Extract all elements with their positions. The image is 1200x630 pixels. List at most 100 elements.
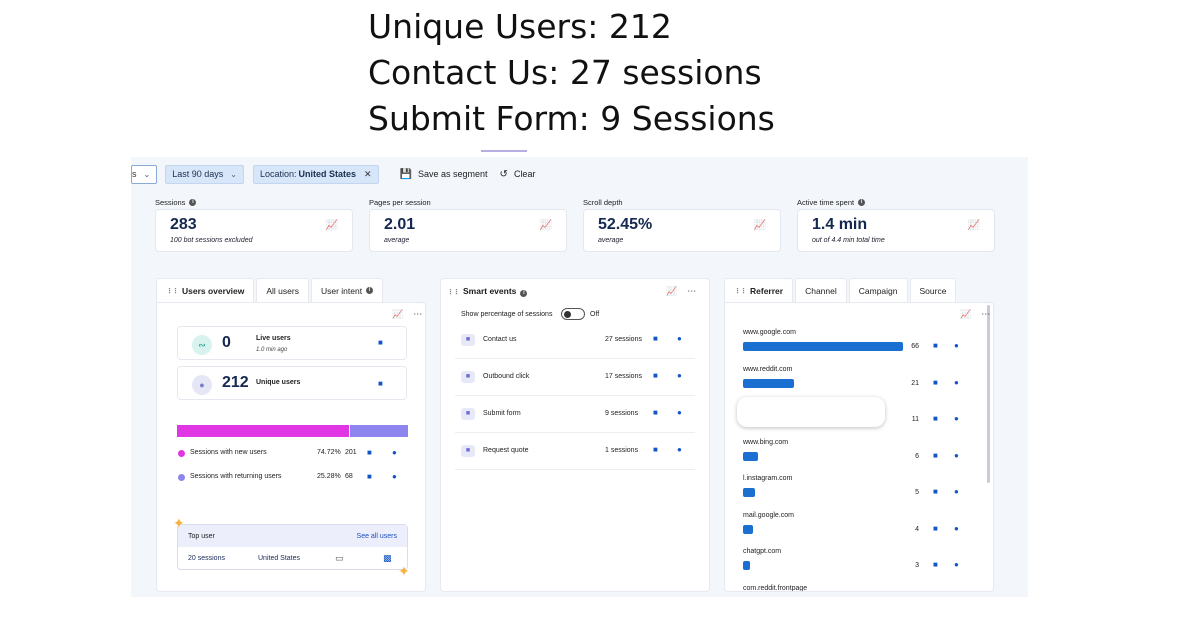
tab-campaign[interactable]: Campaign xyxy=(848,278,908,302)
video-icon[interactable]: ■ xyxy=(653,408,658,417)
heatmap-icon[interactable]: ● xyxy=(954,450,959,460)
video-icon[interactable]: ■ xyxy=(933,523,938,533)
event-row-submit-form[interactable]: ■ Submit form 9 sessions ■ ● xyxy=(455,396,695,433)
video-icon[interactable]: ■ xyxy=(378,379,383,388)
close-icon[interactable]: ✕ xyxy=(364,168,372,179)
event-row-request-quote[interactable]: ■ Request quote 1 sessions ■ ● xyxy=(455,433,695,470)
metric-value: 52.45% xyxy=(598,216,653,233)
heatmap-icon[interactable]: ● xyxy=(677,445,682,454)
referrer-row[interactable]: www.reddit.com 21 ■ ● xyxy=(743,366,963,402)
referrer-row[interactable]: l.instagram.com 5 ■ ● xyxy=(743,475,963,511)
info-icon[interactable]: i xyxy=(366,287,374,294)
desktop-icon: ▭ xyxy=(335,553,344,563)
referrer-row[interactable]: www.bing.com 6 ■ ● xyxy=(743,439,963,475)
more-icon[interactable]: ⋯ xyxy=(687,286,697,296)
referrer-row[interactable]: com.reddit.frontpage xyxy=(743,585,963,592)
video-icon[interactable]: ■ xyxy=(367,472,372,481)
heatmap-icon[interactable]: ● xyxy=(392,472,397,481)
tab-indicator xyxy=(481,150,527,152)
referrer-row[interactable]: mail.google.com 4 ■ ● xyxy=(743,512,963,548)
clear-button[interactable]: ↺ Clear xyxy=(500,169,536,180)
tab-referrer[interactable]: ⋮⋮ Referrer xyxy=(724,278,794,302)
top-user-row[interactable]: 20 sessions United States ▭ ▩ xyxy=(178,547,407,571)
more-icon[interactable]: ⋯ xyxy=(413,309,423,319)
tab-label: All users xyxy=(266,285,299,296)
trend-chart-icon[interactable]: 📈 xyxy=(325,220,338,231)
video-icon[interactable]: ■ xyxy=(933,450,938,460)
trend-chart-icon[interactable]: 📈 xyxy=(960,309,972,319)
metric-label-text: Scroll depth xyxy=(583,198,623,207)
tab-label: Source xyxy=(919,285,947,296)
tab-channel[interactable]: Channel xyxy=(795,278,847,302)
video-icon[interactable]: ■ xyxy=(367,448,372,457)
drag-handle-icon[interactable]: ⋮⋮ xyxy=(166,287,179,295)
video-icon[interactable]: ■ xyxy=(653,371,658,380)
video-icon[interactable]: ■ xyxy=(933,487,938,496)
filter-chip-location[interactable]: Location: United States ✕ xyxy=(252,164,379,184)
floating-card xyxy=(737,397,885,427)
trend-chart-icon[interactable]: 📈 xyxy=(539,220,552,231)
id-card-icon[interactable]: ▩ xyxy=(383,553,392,563)
heatmap-icon[interactable]: ● xyxy=(954,414,959,423)
video-icon[interactable]: ■ xyxy=(933,560,938,569)
tab-source[interactable]: Source xyxy=(909,278,957,302)
live-users-count: 0 xyxy=(222,334,231,351)
see-all-users-link[interactable]: See all users xyxy=(356,532,397,540)
heatmap-icon[interactable]: ● xyxy=(954,487,959,496)
drag-handle-icon[interactable]: ⋮⋮ xyxy=(447,289,460,296)
info-icon[interactable]: i xyxy=(189,199,197,206)
trend-chart-icon[interactable]: 📈 xyxy=(967,220,980,231)
heatmap-icon[interactable]: ● xyxy=(954,523,959,533)
heatmap-icon[interactable]: ● xyxy=(954,560,959,569)
events-panel-body: ⋮⋮ Smart events i 📈 ⋯ Show percentage of se… xyxy=(440,278,710,592)
referrer-row[interactable]: chatgpt.com 3 ■ ● xyxy=(743,548,963,584)
heatmap-icon[interactable]: ● xyxy=(392,448,397,457)
chevron-down-icon: ⌄ xyxy=(230,169,237,179)
legend-label: Sessions with returning users xyxy=(190,473,282,480)
trend-chart-icon[interactable]: 📈 xyxy=(753,220,766,231)
referrer-name: chatgpt.com xyxy=(743,548,782,555)
scrollbar[interactable] xyxy=(987,305,990,483)
trend-chart-icon[interactable]: 📈 xyxy=(666,286,678,296)
trend-chart-icon[interactable]: 📈 xyxy=(392,309,404,319)
event-name: Submit form xyxy=(483,410,521,417)
video-icon[interactable]: ■ xyxy=(653,445,658,454)
filter-chip-segments-label: s xyxy=(132,169,137,179)
metric-label-scroll: Scroll depth xyxy=(583,198,623,207)
video-icon[interactable]: ■ xyxy=(933,341,938,350)
broadcast-icon: ∾ xyxy=(192,335,212,355)
video-icon[interactable]: ■ xyxy=(933,377,938,387)
video-icon[interactable]: ■ xyxy=(653,334,658,343)
video-icon[interactable]: ■ xyxy=(933,414,938,423)
clear-label: Clear xyxy=(513,169,536,179)
heatmap-icon[interactable]: ● xyxy=(954,341,959,350)
percentage-toggle[interactable] xyxy=(561,308,585,320)
tab-users-overview[interactable]: ⋮⋮ Users overview xyxy=(156,278,255,302)
heatmap-icon[interactable]: ● xyxy=(954,377,959,387)
tab-label: User intent xyxy=(320,285,363,296)
percentage-toggle-row: Show percentage of sessions Off xyxy=(461,307,701,327)
referrer-row[interactable]: www.google.com 66 ■ ● xyxy=(743,329,963,365)
dashboard: s ⌄ Last 90 days ⌄ Location: United Stat… xyxy=(131,157,1028,597)
users-split-bar xyxy=(177,425,408,437)
tab-user-intent[interactable]: User intent i xyxy=(310,278,384,302)
info-icon[interactable]: i xyxy=(858,199,866,206)
more-icon[interactable]: ⋯ xyxy=(981,309,991,319)
filter-chip-date[interactable]: Last 90 days ⌄ xyxy=(165,164,244,184)
heatmap-icon[interactable]: ● xyxy=(677,371,682,380)
drag-handle-icon[interactable]: ⋮⋮ xyxy=(734,287,747,295)
live-users-sub: 1.0 min ago xyxy=(256,347,288,353)
tab-all-users[interactable]: All users xyxy=(256,278,309,302)
undo-icon: ↺ xyxy=(499,168,508,180)
heatmap-icon[interactable]: ● xyxy=(677,408,682,417)
video-icon[interactable]: ■ xyxy=(378,338,383,347)
event-row-outbound-click[interactable]: ■ Outbound click 17 sessions ■ ● xyxy=(455,359,695,396)
info-icon[interactable]: i xyxy=(520,290,528,297)
referrer-row[interactable]: 11 ■ ● xyxy=(743,402,963,438)
heatmap-icon[interactable]: ● xyxy=(677,334,682,343)
filter-chip-segments[interactable]: s ⌄ xyxy=(131,164,158,184)
event-row-contact-us[interactable]: ■ Contact us 27 sessions ■ ● xyxy=(455,322,695,359)
tab-label: Users overview xyxy=(182,285,245,296)
referrer-bar xyxy=(743,451,758,461)
save-segment-button[interactable]: 💾 Save as segment xyxy=(400,169,488,180)
